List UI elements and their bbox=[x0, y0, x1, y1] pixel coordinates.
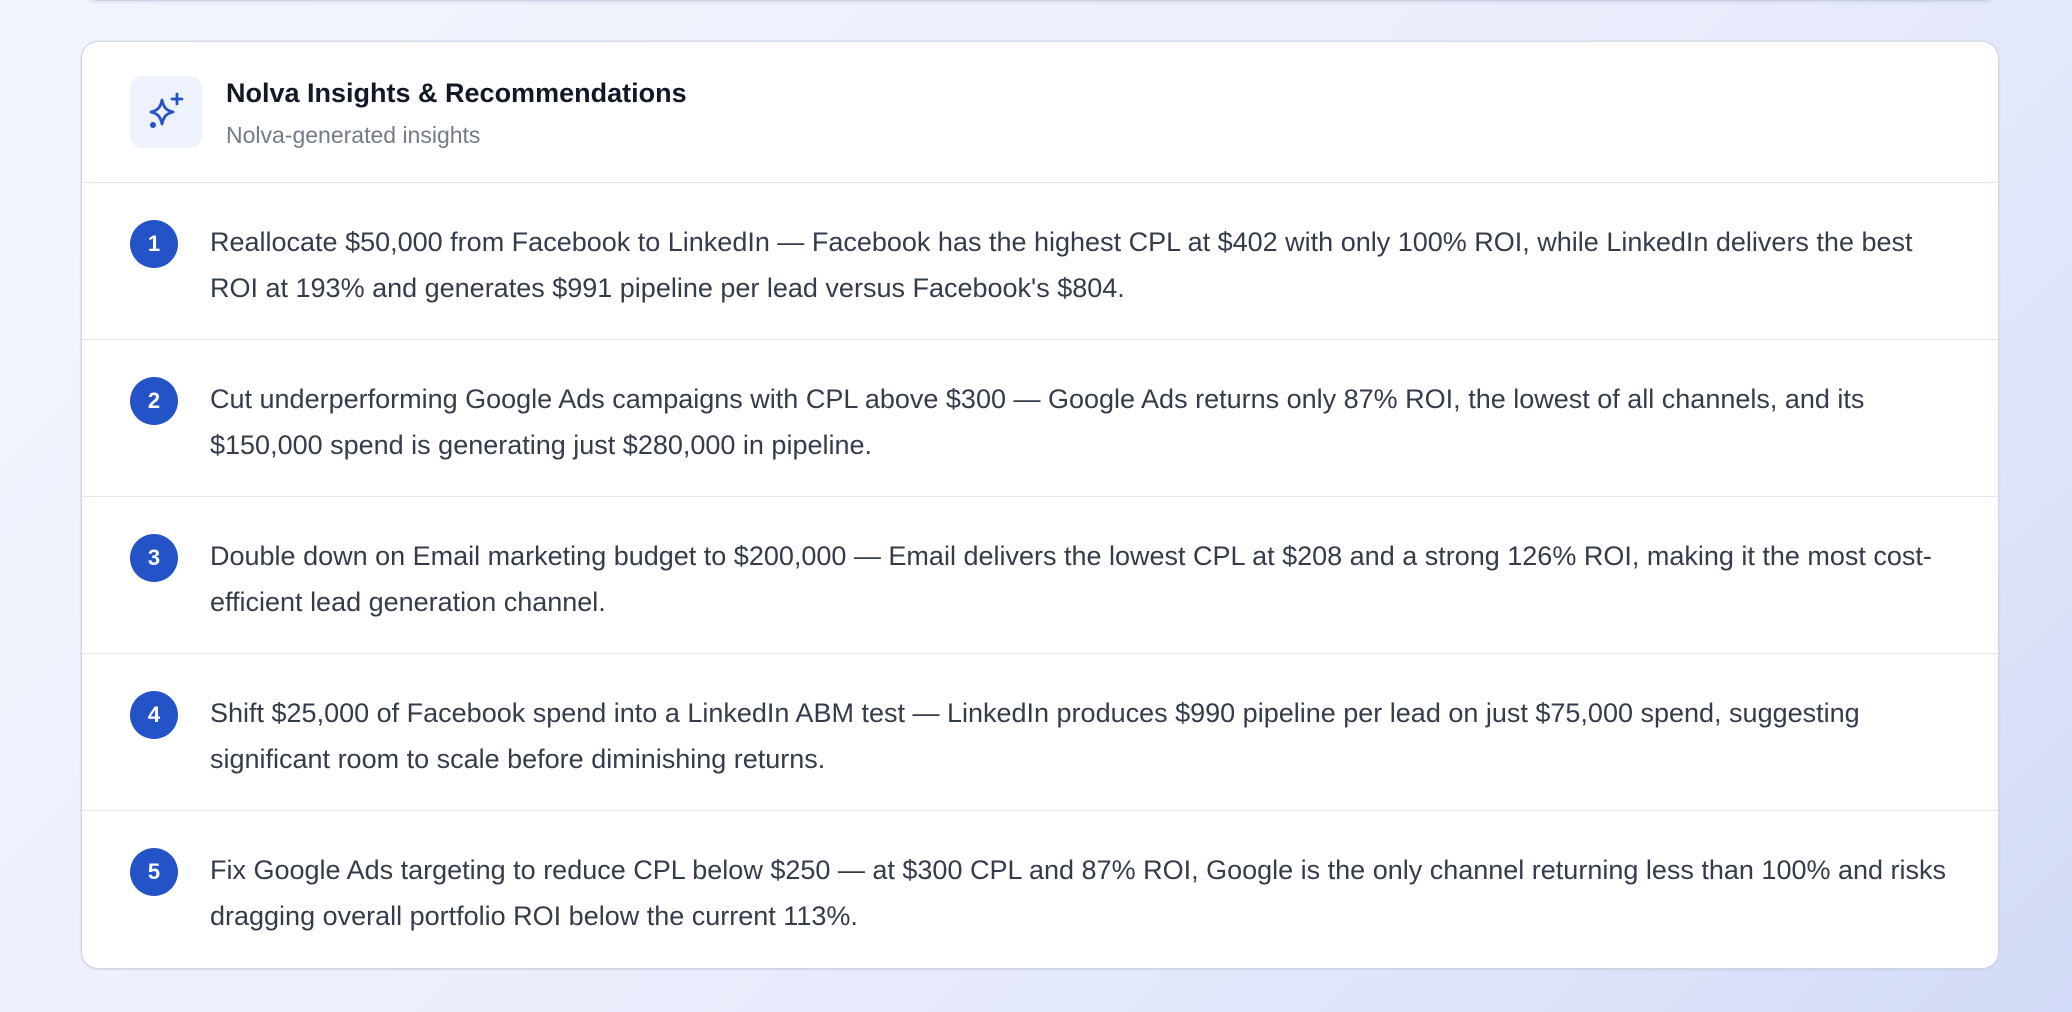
insight-text: Reallocate $50,000 from Facebook to Link… bbox=[210, 227, 1913, 303]
insights-header: Nolva Insights & Recommendations Nolva-g… bbox=[82, 42, 1998, 183]
insight-number-badge: 5 bbox=[130, 848, 178, 896]
insight-item: 1 Reallocate $50,000 from Facebook to Li… bbox=[82, 183, 1998, 340]
insight-text: Fix Google Ads targeting to reduce CPL b… bbox=[210, 855, 1947, 931]
insight-text: Double down on Email marketing budget to… bbox=[210, 541, 1932, 617]
insight-text: Shift $25,000 of Facebook spend into a L… bbox=[210, 698, 1860, 774]
panel-title: Nolva Insights & Recommendations bbox=[226, 78, 687, 108]
insights-card: Nolva Insights & Recommendations Nolva-g… bbox=[82, 42, 1998, 968]
insight-item: 4 Shift $25,000 of Facebook spend into a… bbox=[82, 654, 1998, 811]
insight-number-badge: 1 bbox=[130, 220, 178, 268]
insight-item: 3 Double down on Email marketing budget … bbox=[82, 497, 1998, 654]
panel-subtitle: Nolva-generated insights bbox=[226, 122, 481, 148]
insight-item: 2 Cut underperforming Google Ads campaig… bbox=[82, 340, 1998, 497]
insight-number-badge: 2 bbox=[130, 377, 178, 425]
insight-text: Cut underperforming Google Ads campaigns… bbox=[210, 384, 1865, 460]
sparkles-icon bbox=[130, 76, 202, 148]
insight-number-badge: 4 bbox=[130, 691, 178, 739]
insight-item: 5 Fix Google Ads targeting to reduce CPL… bbox=[82, 811, 1998, 968]
insight-number-badge: 3 bbox=[130, 534, 178, 582]
